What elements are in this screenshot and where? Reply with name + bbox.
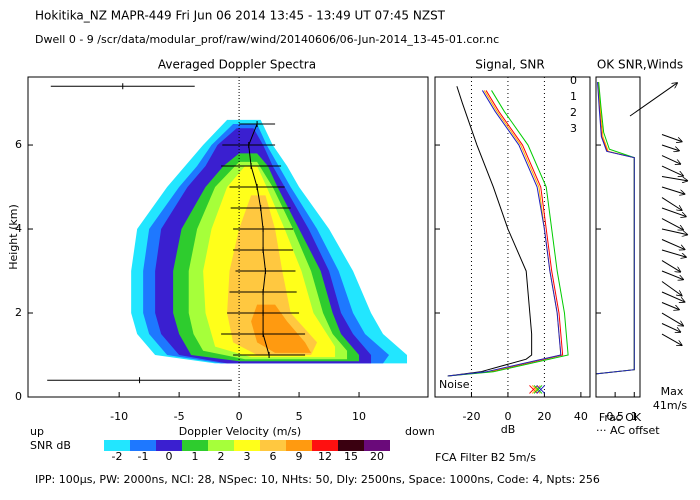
wind-arrow (661, 165, 683, 176)
snr-contour (251, 304, 312, 353)
plot-frame (27, 76, 429, 398)
x-axis-label: Doppler Velocity (m/s) (179, 425, 301, 438)
noise-marker (536, 385, 546, 394)
wind-arrow (661, 176, 687, 181)
colorbar-tick-label: 6 (270, 450, 277, 463)
noise-marker (533, 385, 543, 394)
wind-arrow (661, 249, 686, 257)
legend-entry: 3 (570, 122, 577, 135)
profile-line (447, 90, 562, 377)
y-axis-label: Height (km) (7, 204, 20, 270)
noise-marker (531, 385, 541, 394)
x-tick-label: 10 (352, 410, 366, 423)
wind-arrow (661, 186, 684, 194)
mean-velocity (248, 123, 270, 356)
profile-line (447, 86, 533, 377)
wind-arrow (661, 155, 680, 164)
wind-arrow (661, 144, 679, 151)
x-tick-label: 40 (574, 410, 588, 423)
wind-arrow (661, 134, 682, 142)
colorbar-swatch (156, 440, 182, 451)
wind-arrow (661, 291, 684, 302)
x-tick-label: 0.5 (606, 410, 624, 423)
wind-arrow (661, 239, 684, 250)
colorbar-swatch (130, 440, 156, 451)
x-axis-label: dB (501, 423, 516, 436)
y-tick-label: 0 (15, 390, 22, 403)
x-tick-label: -20 (462, 410, 480, 423)
max-title: Max (661, 385, 684, 398)
wind-arrow (661, 197, 682, 211)
colorbar-tick-label: 2 (218, 450, 225, 463)
colorbar-tick-label: 12 (318, 450, 332, 463)
colorbar-swatch (312, 440, 338, 451)
x-tick-label: 0 (236, 410, 243, 423)
colorbar-tick-label: 1 (192, 450, 199, 463)
noise-label: Noise (439, 378, 470, 391)
colorbar-tick-label: -2 (112, 450, 123, 463)
wind-arrow (661, 333, 682, 345)
up-label: up (30, 425, 44, 438)
colorbar-tick-label: 9 (296, 450, 303, 463)
panel-title: Averaged Doppler Spectra (158, 58, 316, 72)
y-tick-label: 2 (15, 306, 22, 319)
ac-offset-note: ··· AC offset (596, 424, 660, 437)
colorbar-swatch (208, 440, 234, 451)
noise-marker (529, 385, 538, 394)
x-tick-label: -5 (174, 410, 185, 423)
colorbar-swatch (286, 440, 312, 451)
colorbar-swatch (182, 440, 208, 451)
profile-line (447, 90, 569, 377)
colorbar-swatch (234, 440, 260, 451)
wind-arrow (661, 312, 683, 326)
wind-arrow (661, 323, 680, 332)
plot-frame (434, 76, 591, 398)
y-tick-label: 6 (15, 138, 22, 151)
colorbar-swatch (104, 440, 130, 451)
x-tick-label: 0 (504, 410, 511, 423)
colorbar-tick-label: 0 (166, 450, 173, 463)
header-title: Hokitika_NZ MAPR-449 Fri Jun 06 2014 13:… (35, 9, 446, 23)
colorbar-tick-label: -1 (138, 450, 149, 463)
colorbar-swatch (260, 440, 286, 451)
plot-frame (595, 76, 641, 398)
x-tick-label: 20 (537, 410, 551, 423)
snr-contour (227, 195, 318, 356)
filter-note: FCA Filter B2 5m/s (435, 451, 536, 464)
panel-title: Signal, SNR (475, 58, 544, 72)
x-axis-label: Frac OK (599, 411, 642, 424)
wind-arrow (661, 260, 680, 272)
colorbar-tick-label: 15 (344, 450, 358, 463)
colorbar-label: SNR dB (30, 439, 71, 452)
legend-entry: 1 (570, 90, 577, 103)
frac-ok-line (595, 82, 635, 375)
x-tick-label: 5 (296, 410, 303, 423)
wind-arrow (661, 281, 682, 296)
colorbar-tick-label: 3 (244, 450, 251, 463)
x-tick-label: 1 (631, 410, 638, 423)
y-tick-label: 4 (15, 222, 22, 235)
legend-entry: 0 (570, 74, 577, 87)
profile-line (447, 90, 562, 377)
wind-arrow (661, 302, 679, 310)
colorbar-swatch (364, 440, 390, 451)
colorbar-tick-label: 20 (370, 450, 384, 463)
wind-arrow (661, 218, 683, 230)
wind-arrow (661, 270, 683, 279)
down-label: down (405, 425, 435, 438)
colorbar-swatch (338, 440, 364, 451)
footer: IPP: 100μs, PW: 2000ns, NCI: 28, NSpec: … (35, 473, 600, 486)
wind-arrow (661, 228, 687, 235)
max-label: 41m/s (653, 399, 687, 412)
frac-ok-line (595, 82, 635, 375)
wind-arrow (661, 207, 686, 216)
legend-entry: 2 (570, 106, 577, 119)
max-arrow (629, 83, 677, 117)
panel-title: OK SNR,Winds (597, 58, 683, 72)
header-dwell: Dwell 0 - 9 /scr/data/modular_prof/raw/w… (35, 33, 499, 46)
x-tick-label: -10 (110, 410, 128, 423)
